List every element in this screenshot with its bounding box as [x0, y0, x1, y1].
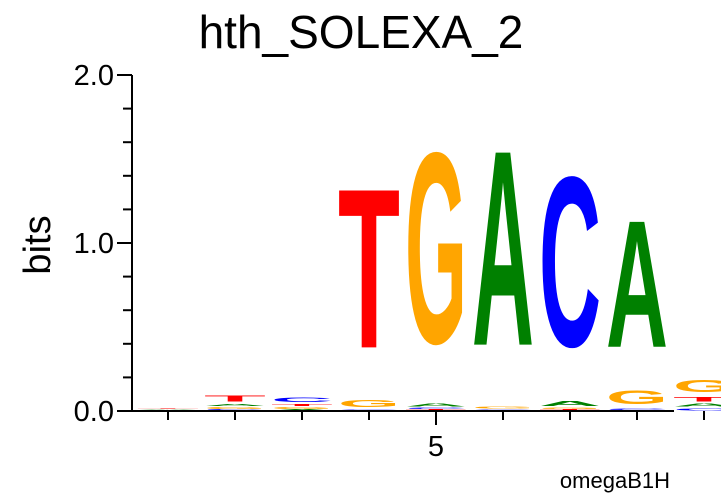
x-tick-label: 5	[428, 431, 444, 463]
logo-letter-g: G	[472, 406, 534, 409]
logo-letter-t: T	[204, 394, 266, 403]
logo-letter-a: A	[606, 183, 668, 386]
logo-letter-t: T	[271, 403, 333, 406]
y-tick-label-1: 1.0	[74, 228, 114, 260]
logo-letter-g: G	[606, 387, 668, 409]
logo-letter-g: G	[204, 407, 266, 410]
logo-letter-g: G	[405, 95, 467, 400]
y-tick-label-0: 0.0	[74, 396, 114, 428]
logo-letter-t: T	[673, 396, 721, 403]
x-axis-ticks	[167, 411, 705, 425]
logo-letter-t: T	[137, 408, 199, 409]
logo-letter-a: A	[204, 403, 266, 406]
y-axis-label: bits	[17, 215, 59, 274]
logo-letter-c: C	[338, 409, 400, 410]
logo-letter-a: A	[673, 403, 721, 408]
logo-letter-c: C	[606, 408, 668, 410]
logo-letter-c: C	[673, 408, 721, 411]
logo-letter-t: T	[338, 142, 400, 397]
logo-letter-g: G	[338, 398, 400, 410]
logo-letter-a: A	[472, 92, 534, 404]
chart-title: hth_SOLEXA_2	[199, 6, 524, 58]
logo-letter-g: G	[539, 408, 601, 410]
logo-letter-c: C	[405, 408, 467, 410]
logo-letter-g: G	[271, 407, 333, 410]
letter-stacks: GCATCGATAGTCACGTTCAGTCGATGACTCGACATG	[137, 92, 721, 411]
logo-letter-c: C	[539, 126, 601, 398]
y-tick-label-2: 2.0	[74, 60, 114, 92]
logo-letter-a: A	[405, 403, 467, 408]
logo-letter-c: C	[472, 409, 534, 410]
y-axis-ticks	[117, 74, 132, 412]
logo-letter-a: A	[539, 399, 601, 407]
footer-label: omegaB1H	[560, 468, 670, 493]
logo-letter-c: C	[271, 396, 333, 404]
logo-letter-g: G	[673, 376, 721, 396]
logo-letter-a: A	[137, 409, 199, 410]
